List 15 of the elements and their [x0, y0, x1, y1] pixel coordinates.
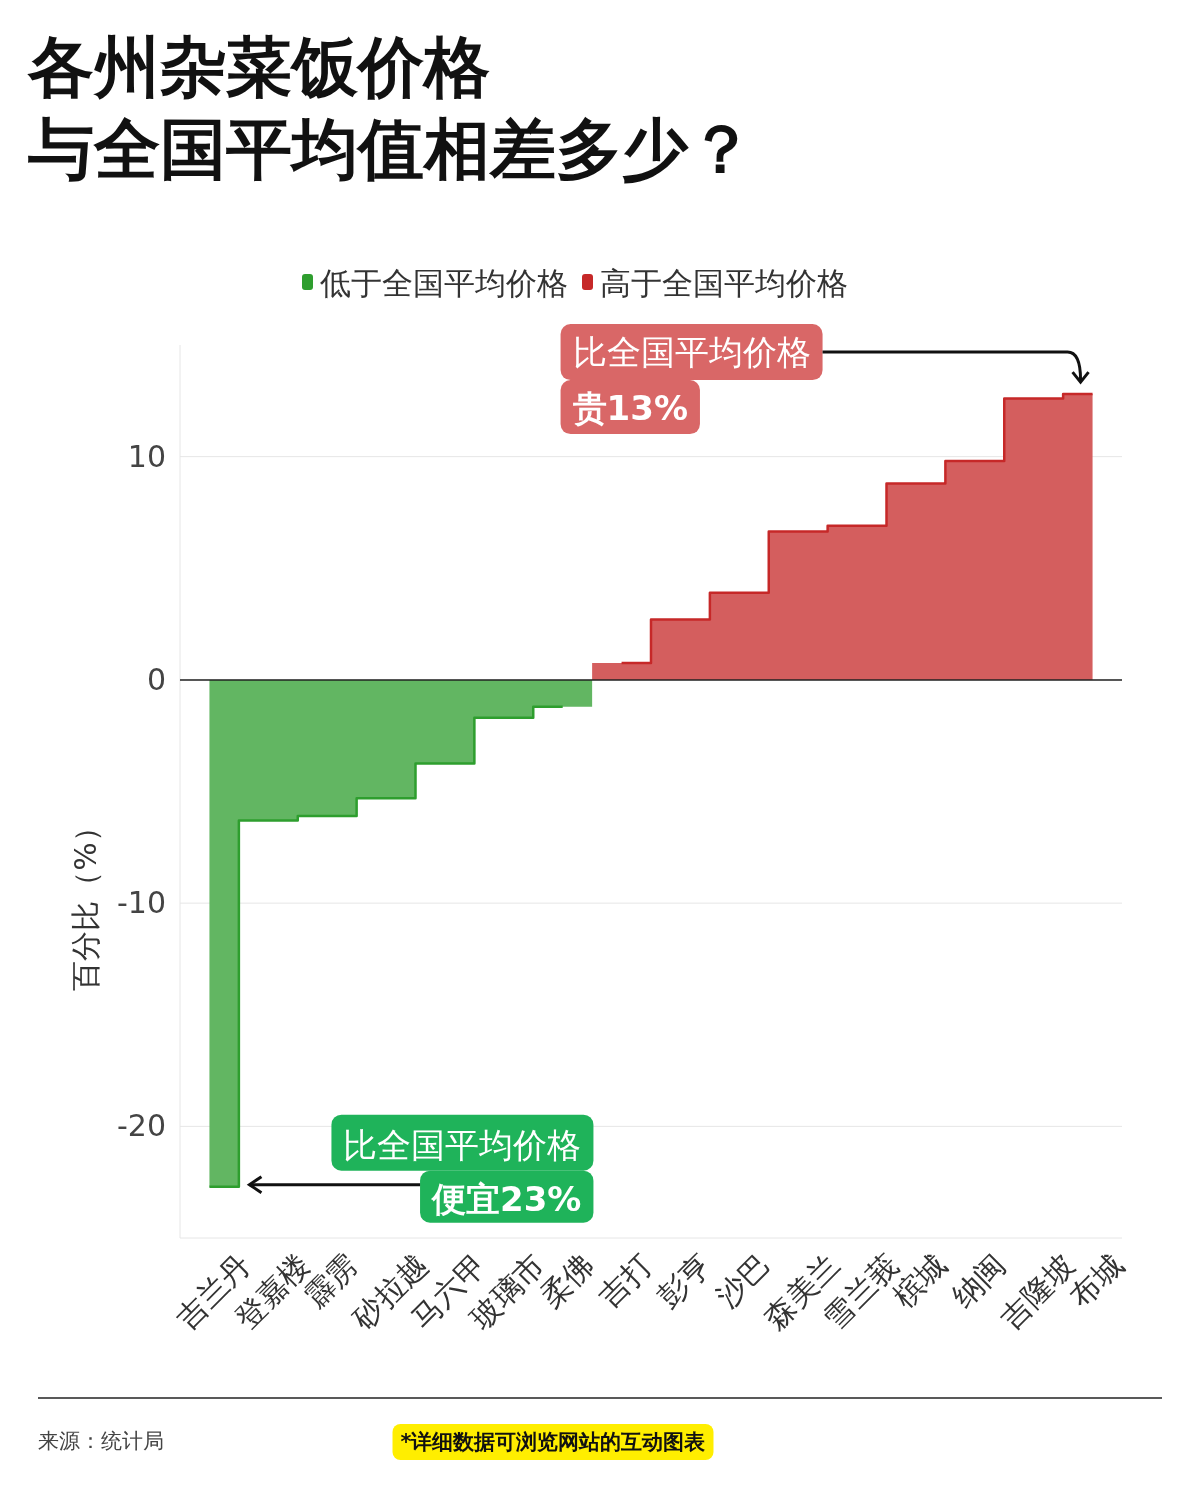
legend-label: 低于全国平均价格 — [320, 265, 568, 301]
annotation: 便宜23% — [431, 1178, 582, 1219]
annotation: 比全国平均价格 — [343, 1124, 582, 1165]
chart-subtitle: 与全国平均值相差多少？ — [27, 111, 754, 188]
y-tick-label: 10 — [127, 438, 166, 474]
y-axis-title: 百分比（%） — [68, 812, 103, 991]
source-note: 来源：统计局 — [38, 1429, 164, 1453]
text: *详细数据可浏览网站的互动图表 — [400, 1430, 706, 1454]
y-tick-label: -20 — [117, 1108, 166, 1144]
y-tick-label: -10 — [117, 885, 166, 921]
chart-title: 各州杂菜饭价格 — [27, 29, 490, 106]
annotation: 比全国平均价格 — [572, 332, 811, 373]
annotation: 贵13% — [572, 388, 688, 429]
y-tick-label: 0 — [146, 661, 166, 697]
legend-label: 高于全国平均价格 — [600, 265, 848, 301]
